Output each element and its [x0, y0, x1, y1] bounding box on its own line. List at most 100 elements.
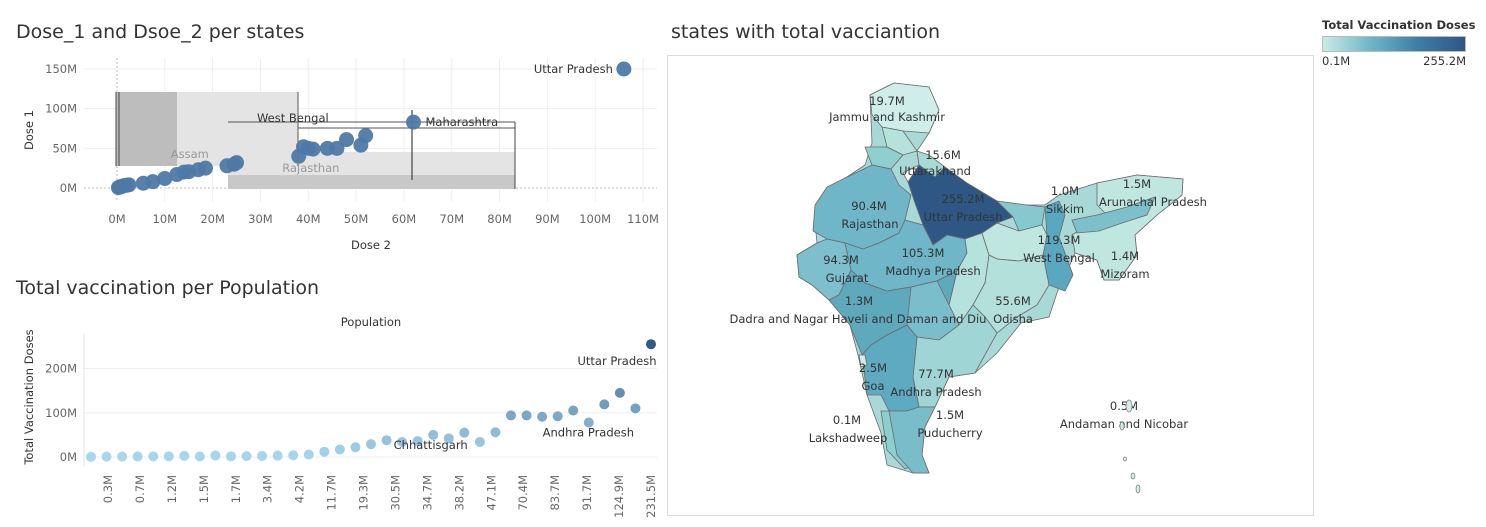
state-dot[interactable] — [257, 450, 268, 461]
dot-x-tick: 4.2M — [293, 475, 307, 503]
region-name-label: Mizoram — [1100, 267, 1149, 281]
overlay-box — [228, 175, 515, 189]
state-point[interactable] — [405, 114, 421, 130]
scatter-x-tick: 80M — [487, 212, 512, 226]
state-dot[interactable] — [397, 436, 408, 447]
state-dot[interactable] — [614, 387, 625, 398]
state-point[interactable] — [339, 132, 355, 148]
state-dot[interactable] — [630, 403, 641, 414]
state-dot[interactable] — [381, 435, 392, 446]
scatter-y-tick: 0M — [60, 181, 77, 195]
dot-label: Uttar Pradesh — [577, 354, 656, 368]
state-point[interactable] — [329, 140, 345, 156]
state-region[interactable] — [888, 406, 936, 474]
state-dot[interactable] — [350, 442, 361, 453]
legend-min: 0.1M — [1322, 54, 1351, 68]
state-region[interactable] — [881, 126, 918, 156]
state-region[interactable] — [869, 82, 940, 134]
scatter-x-tick: 0M — [108, 212, 125, 226]
scatter-x-tick: 20M — [200, 212, 225, 226]
state-dot[interactable] — [443, 433, 454, 444]
state-dot[interactable] — [241, 451, 252, 462]
state-dot[interactable] — [319, 446, 330, 457]
state-dot[interactable] — [568, 405, 579, 416]
state-dot[interactable] — [412, 436, 423, 447]
dot-x-tick: 0.3M — [101, 475, 115, 503]
state-dot[interactable] — [179, 450, 190, 461]
state-region[interactable] — [1071, 196, 1156, 234]
scatter-x-tick: 30M — [248, 212, 273, 226]
scatter-x-tick: 60M — [392, 212, 417, 226]
region-name-label: Gujarat — [826, 271, 869, 285]
point-label: Assam — [171, 147, 209, 161]
scatter-y-tick: 150M — [45, 62, 77, 76]
region-value-label: 2.5M — [859, 361, 887, 375]
region-name-label: Lakshadweep — [809, 431, 888, 445]
state-dot[interactable] — [521, 410, 532, 421]
state-region[interactable] — [861, 324, 920, 412]
state-region[interactable] — [864, 146, 904, 170]
state-dot[interactable] — [366, 439, 376, 450]
state-dot[interactable] — [163, 451, 174, 462]
state-dot[interactable] — [552, 411, 563, 422]
point-label: Maharashtra — [425, 115, 498, 129]
state-dot[interactable] — [537, 411, 548, 422]
state-dot[interactable] — [132, 451, 143, 462]
overlay-box — [228, 152, 515, 176]
state-dot[interactable] — [272, 450, 283, 461]
point-label: Rajasthan — [282, 161, 339, 175]
state-point[interactable] — [616, 61, 632, 77]
state-dot[interactable] — [194, 451, 205, 462]
state-dot[interactable] — [117, 451, 128, 462]
scatter-y-tick: 100M — [45, 102, 77, 116]
state-dot[interactable] — [303, 449, 314, 460]
dot-x-tick: 231.5M — [644, 475, 658, 518]
state-dot[interactable] — [148, 451, 159, 462]
legend-max: 255.2M — [1423, 54, 1466, 68]
state-dot[interactable] — [428, 429, 439, 440]
state-region[interactable] — [858, 354, 868, 368]
legend-title: Total Vaccination Doses — [1322, 18, 1476, 32]
region-value-label: 1.5M — [1123, 177, 1151, 191]
state-dot[interactable] — [86, 451, 96, 462]
scatter-x-tick: 110M — [627, 212, 659, 226]
state-dot[interactable] — [101, 451, 112, 462]
state-dot[interactable] — [288, 450, 299, 461]
state-point[interactable] — [197, 160, 213, 176]
state-point[interactable] — [305, 141, 321, 157]
region-name-label: Sikkim — [1046, 202, 1084, 216]
state-point[interactable] — [358, 128, 374, 144]
state-dot[interactable] — [226, 451, 236, 462]
color-legend[interactable]: Total Vaccination Doses 0.1M 255.2M — [1322, 18, 1476, 68]
scatter-y-axis-label: Dose 1 — [22, 110, 36, 150]
state-dot[interactable] — [459, 427, 470, 438]
state-dot[interactable] — [599, 399, 610, 410]
dose-scatter-chart[interactable]: 0M 50M 100M 150M 0M 10M 20M 30M 40M 50M 60M 70M 80M 9… — [0, 50, 665, 265]
state-point[interactable] — [121, 177, 137, 193]
state-dot[interactable] — [506, 410, 516, 421]
dot-x-tick: 124.9M — [612, 475, 626, 518]
state-region[interactable] — [972, 254, 1050, 334]
dot-x-tick: 34.7M — [420, 475, 434, 511]
state-dot[interactable] — [583, 417, 594, 428]
region-name-label: Uttar Pradesh — [923, 210, 1002, 224]
region-value-label: 0.5M — [1110, 399, 1138, 413]
region-value-label: 15.6M — [925, 148, 961, 162]
state-dot[interactable] — [490, 427, 501, 438]
population-dot-chart[interactable]: 0M 100M 200M 0.3M 0.7M 1.2M 1.5M 1.7M 3.4M 4.2M 11… — [0, 305, 665, 527]
state-point[interactable] — [145, 174, 161, 190]
region-name-label: Rajasthan — [841, 217, 898, 231]
region-name-label: Arunachal Pradesh — [1099, 195, 1207, 209]
state-dot[interactable] — [474, 436, 485, 447]
state-point[interactable] — [229, 155, 245, 171]
scatter-x-tick: 90M — [535, 212, 560, 226]
state-dot[interactable] — [334, 444, 345, 455]
state-dot[interactable] — [210, 450, 221, 461]
legend-gradient — [1322, 36, 1466, 52]
state-dot[interactable] — [646, 339, 656, 350]
india-map[interactable]: 19.7M Jammu and Kashmir 15.6M Uttarakhand 90… — [667, 55, 1315, 517]
state-point[interactable] — [157, 170, 173, 186]
region-value-label: 55.6M — [995, 294, 1031, 308]
dot-x-tick: 1.7M — [229, 475, 243, 503]
dot-x-tick: 3.4M — [261, 475, 275, 503]
